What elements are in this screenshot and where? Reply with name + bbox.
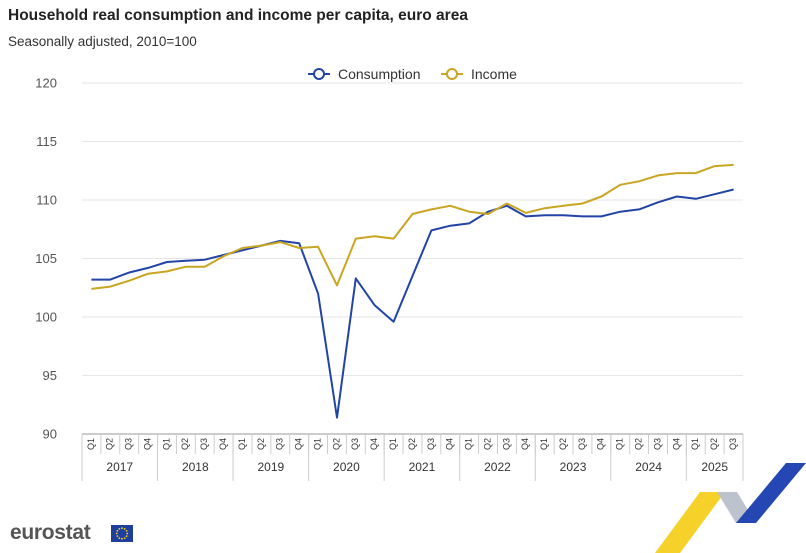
eurostat-logo: eurostat — [10, 521, 91, 544]
quarter-label: Q3 — [275, 438, 285, 450]
year-label: 2020 — [333, 460, 360, 474]
y-tick-label: 90 — [43, 427, 57, 442]
brand-stripes-graphic — [655, 463, 806, 553]
year-label: 2024 — [635, 460, 662, 474]
chart-subtitle: Seasonally adjusted, 2010=100 — [8, 34, 197, 49]
year-label: 2018 — [182, 460, 209, 474]
quarter-label: Q3 — [350, 438, 360, 450]
eu-flag-icon — [111, 525, 133, 542]
quarter-label: Q2 — [407, 438, 417, 450]
legend-item-consumption[interactable]: Consumption — [308, 66, 421, 82]
quarter-label: Q4 — [596, 438, 606, 450]
chart-title: Household real consumption and income pe… — [8, 7, 468, 24]
quarter-label: Q1 — [388, 438, 398, 450]
quarter-label: Q4 — [218, 438, 228, 450]
year-label: 2023 — [560, 460, 587, 474]
y-axis: 90 95 100 105 110 115 120 — [35, 76, 57, 442]
legend-marker — [446, 68, 458, 80]
yellow-stripe — [655, 492, 725, 553]
quarter-label: Q2 — [482, 438, 492, 450]
quarter-label: Q1 — [312, 438, 322, 450]
quarter-label: Q1 — [161, 438, 171, 450]
year-label: 2019 — [258, 460, 285, 474]
quarter-label: Q2 — [180, 438, 190, 450]
quarter-label: Q2 — [709, 438, 719, 450]
quarter-label: Q4 — [142, 438, 152, 450]
quarter-label: Q3 — [199, 438, 209, 450]
series-line-income — [91, 163, 734, 290]
quarter-label: Q3 — [124, 438, 134, 450]
quarter-label: Q2 — [634, 438, 644, 450]
quarter-label: Q2 — [331, 438, 341, 450]
legend[interactable]: Consumption Income — [308, 66, 517, 82]
quarter-label: Q1 — [690, 438, 700, 450]
y-tick-label: 110 — [36, 193, 57, 208]
quarter-label: Q1 — [86, 438, 96, 450]
quarter-label: Q1 — [464, 438, 474, 450]
y-tick-label: 115 — [36, 134, 57, 149]
gridlines — [82, 82, 743, 376]
year-label: 2025 — [701, 460, 728, 474]
quarter-label: Q4 — [520, 438, 530, 450]
y-tick-label: 105 — [35, 251, 57, 266]
series-lines — [91, 163, 734, 419]
year-label: 2017 — [106, 460, 133, 474]
quarter-label: Q1 — [615, 438, 625, 450]
quarter-label: Q3 — [577, 438, 587, 450]
year-label: 2022 — [484, 460, 511, 474]
quarter-label: Q1 — [539, 438, 549, 450]
series-line-consumption — [91, 188, 734, 419]
quarter-label: Q2 — [105, 438, 115, 450]
quarter-label: Q3 — [501, 438, 511, 450]
quarter-label: Q4 — [445, 438, 455, 450]
legend-item-income[interactable]: Income — [441, 66, 517, 82]
legend-label: Consumption — [338, 66, 421, 82]
x-axis: Q1 Q2 Q3 Q4 Q1 Q2 Q3 Q4 Q1 Q2 Q3 Q4 Q1 Q2 Q3 Q4 Q1 Q2 Q3 Q4… — [81, 433, 744, 481]
quarter-label: Q4 — [294, 438, 304, 450]
blue-stripe — [736, 463, 806, 523]
quarter-label: Q3 — [728, 438, 738, 450]
quarter-label: Q1 — [237, 438, 247, 450]
quarter-label: Q3 — [426, 438, 436, 450]
quarter-label: Q3 — [652, 438, 662, 450]
y-tick-label: 95 — [43, 368, 57, 383]
y-tick-label: 120 — [35, 76, 57, 91]
quarter-label: Q2 — [256, 438, 266, 450]
y-tick-label: 100 — [35, 310, 57, 325]
legend-label: Income — [471, 66, 517, 82]
quarter-label: Q4 — [671, 438, 681, 450]
quarter-label: Q2 — [558, 438, 568, 450]
quarter-label: Q4 — [369, 438, 379, 450]
legend-marker — [313, 68, 325, 80]
year-label: 2021 — [409, 460, 436, 474]
